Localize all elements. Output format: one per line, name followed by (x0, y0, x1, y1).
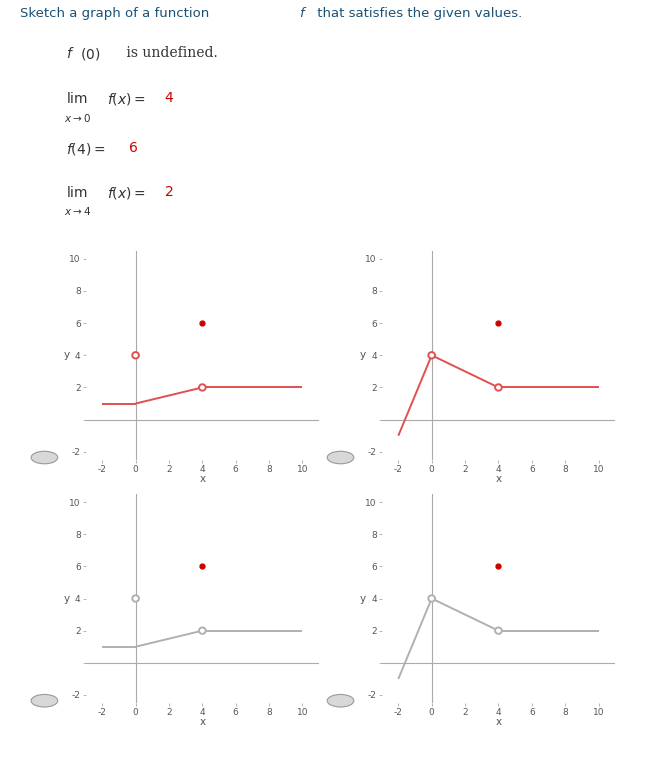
Ellipse shape (31, 695, 58, 707)
Circle shape (132, 595, 139, 602)
Circle shape (495, 628, 502, 634)
Text: $f(x) =$: $f(x) =$ (107, 185, 145, 201)
Y-axis label: y: y (359, 594, 366, 603)
Y-axis label: y: y (63, 594, 70, 603)
X-axis label: x: x (199, 717, 205, 727)
Circle shape (199, 385, 206, 391)
Ellipse shape (31, 451, 58, 464)
Circle shape (428, 595, 435, 602)
Text: $6$: $6$ (128, 141, 138, 155)
Text: $f$: $f$ (66, 46, 74, 61)
Y-axis label: y: y (63, 350, 70, 360)
Text: $\lim$: $\lim$ (66, 185, 88, 200)
Text: $4$: $4$ (164, 91, 174, 105)
Text: $f(x) =$: $f(x) =$ (107, 91, 145, 107)
Ellipse shape (327, 451, 354, 464)
X-axis label: x: x (495, 473, 501, 483)
X-axis label: x: x (495, 717, 501, 727)
Circle shape (132, 352, 139, 359)
Text: $x{\to}0$: $x{\to}0$ (64, 112, 91, 124)
Circle shape (199, 628, 206, 634)
Text: is undefined.: is undefined. (122, 46, 218, 59)
Text: $(0)$: $(0)$ (80, 46, 101, 62)
X-axis label: x: x (199, 473, 205, 483)
Circle shape (495, 385, 502, 391)
Ellipse shape (327, 695, 354, 707)
Text: that satisfies the given values.: that satisfies the given values. (313, 7, 522, 20)
Y-axis label: y: y (359, 350, 366, 360)
Circle shape (428, 352, 435, 359)
Text: $f(4) =$: $f(4) =$ (66, 141, 105, 157)
Text: Sketch a graph of a function: Sketch a graph of a function (20, 7, 213, 20)
Text: $x{\to}4$: $x{\to}4$ (64, 205, 91, 217)
Text: f: f (299, 7, 304, 20)
Text: $2$: $2$ (164, 185, 174, 198)
Text: $\lim$: $\lim$ (66, 91, 88, 106)
